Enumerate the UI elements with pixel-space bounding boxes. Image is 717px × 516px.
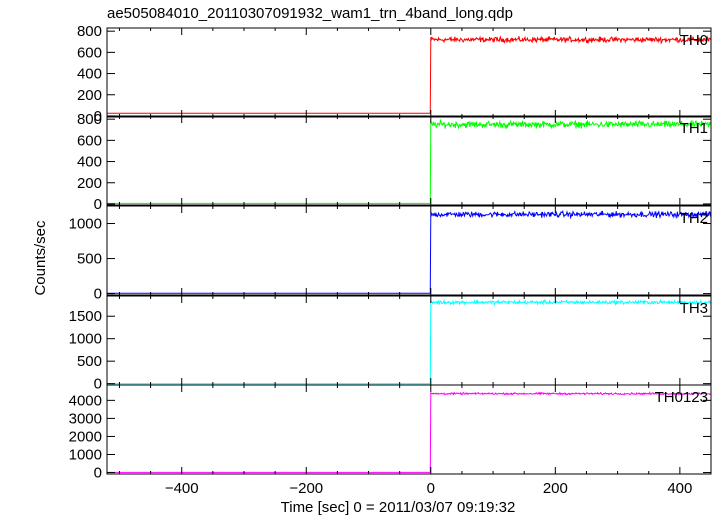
panel-th0: 0 200 400 600 800 TH0 bbox=[77, 23, 712, 125]
series-line-th2 bbox=[107, 209, 712, 294]
y-tick-label: 500 bbox=[77, 251, 102, 268]
series-line-th1 bbox=[107, 118, 712, 204]
y-tick-label: 0 bbox=[94, 196, 102, 213]
x-tick-label: −400 bbox=[165, 480, 199, 497]
y-tick-label: 0 bbox=[94, 465, 102, 482]
series-label: TH3 bbox=[680, 300, 708, 317]
y-tick-label: 0 bbox=[94, 286, 102, 303]
y-tick-label: 200 bbox=[77, 87, 102, 104]
x-tick-label: 200 bbox=[543, 480, 568, 497]
y-tick-label: 800 bbox=[77, 111, 102, 128]
y-tick-label: 1000 bbox=[69, 331, 102, 348]
x-tick-label: 400 bbox=[667, 480, 692, 497]
y-tick-label: 0 bbox=[94, 376, 102, 393]
series-label: TH2 bbox=[680, 210, 708, 227]
x-tick-label: 0 bbox=[427, 480, 435, 497]
series-label: TH1 bbox=[680, 120, 708, 137]
y-tick-label: 1500 bbox=[69, 308, 102, 325]
series-line-th0 bbox=[107, 35, 712, 114]
panel-th1: 0 200 400 600 800 TH1 bbox=[77, 111, 712, 213]
panel-frame bbox=[106, 115, 712, 206]
panels: 0 200 400 600 800 TH0 0 200 400 600 800 TH1 0 500 1000… bbox=[69, 23, 712, 497]
panel-th3: 0 500 1000 1500 TH3 bbox=[69, 295, 712, 393]
series-line-th3 bbox=[107, 298, 712, 385]
y-tick-label: 400 bbox=[77, 66, 102, 83]
x-axis-label: Time [sec] 0 = 2011/03/07 09:19:32 bbox=[281, 499, 516, 516]
series-label: TH0 bbox=[680, 32, 708, 49]
y-tick-label: 800 bbox=[77, 23, 102, 40]
y-tick-label: 0 bbox=[94, 108, 102, 125]
chart-title: ae505084010_20110307091932_wam1_trn_4ban… bbox=[107, 5, 513, 22]
y-tick-label: 1000 bbox=[69, 447, 102, 464]
series-label: TH0123 bbox=[655, 389, 708, 406]
panel-th2: 0 500 1000 TH2 bbox=[69, 205, 712, 303]
y-tick-label: 4000 bbox=[69, 392, 102, 409]
y-tick-label: 1000 bbox=[69, 216, 102, 233]
y-axis-label: Counts/sec bbox=[32, 220, 49, 296]
panel-frame bbox=[106, 295, 712, 386]
panel-frame bbox=[106, 205, 712, 296]
panel-frame bbox=[106, 384, 712, 475]
y-tick-label: 400 bbox=[77, 154, 102, 171]
y-tick-label: 600 bbox=[77, 44, 102, 61]
x-tick-label: −200 bbox=[289, 480, 323, 497]
y-tick-label: 3000 bbox=[69, 410, 102, 427]
series-line-th0123 bbox=[107, 391, 711, 473]
y-tick-label: 600 bbox=[77, 132, 102, 149]
y-tick-label: 500 bbox=[77, 353, 102, 370]
y-tick-label: 2000 bbox=[69, 428, 102, 445]
panel-frame bbox=[106, 27, 712, 118]
y-tick-label: 200 bbox=[77, 175, 102, 192]
